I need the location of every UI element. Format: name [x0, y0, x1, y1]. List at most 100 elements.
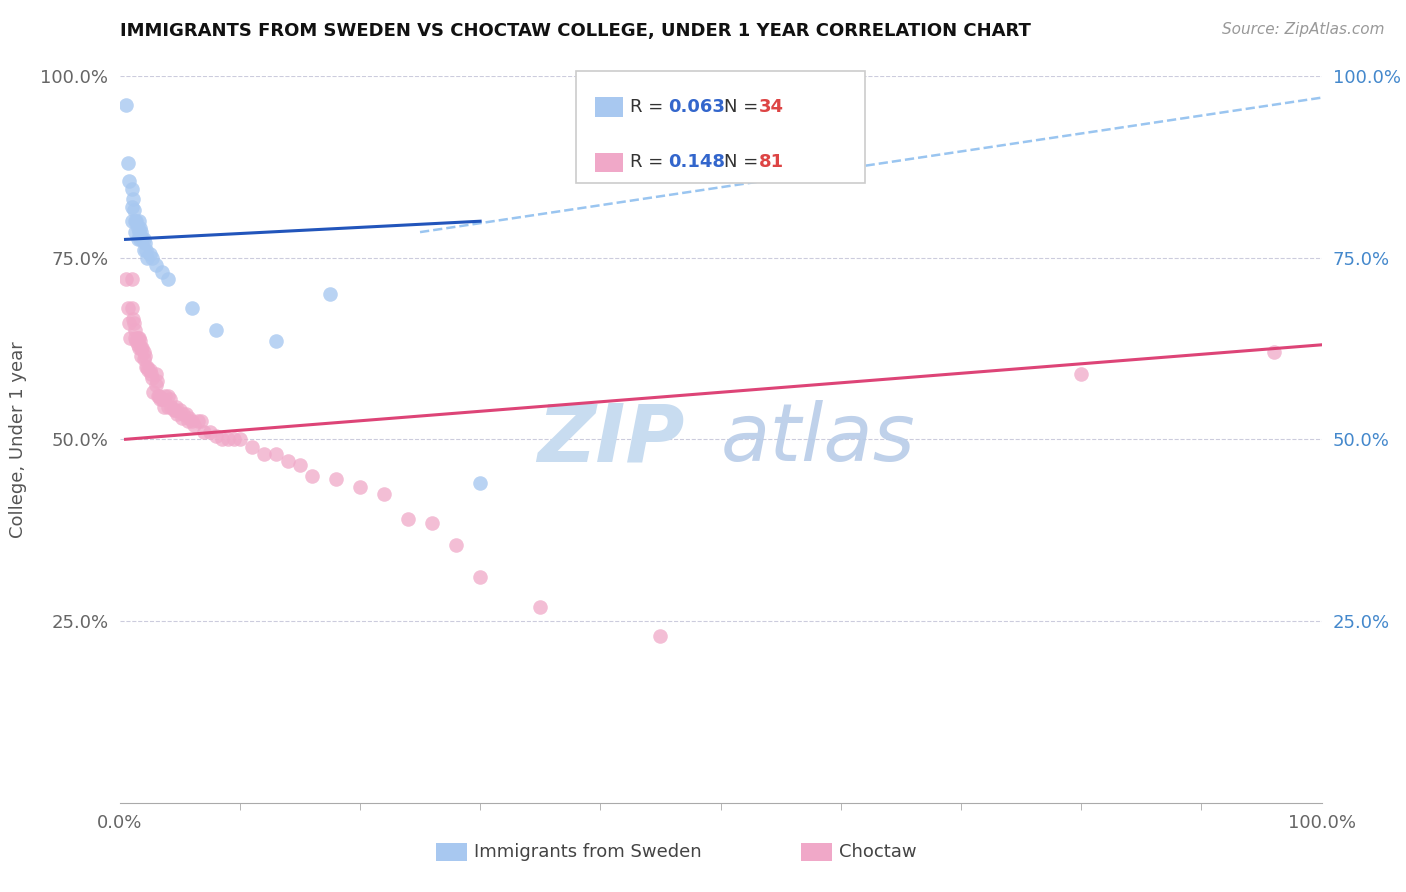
Point: [121, 272, 143, 286]
Point: [132, 345, 155, 359]
Point: [180, 301, 202, 316]
Point: [136, 359, 159, 374]
Point: [240, 440, 263, 454]
Point: [145, 367, 167, 381]
Point: [149, 392, 172, 407]
Point: [124, 323, 146, 337]
Text: 0.063: 0.063: [668, 98, 724, 116]
Point: [128, 225, 150, 239]
Point: [650, 629, 672, 643]
Point: [183, 417, 205, 432]
Point: [1263, 345, 1285, 359]
Point: [129, 232, 152, 246]
Point: [187, 414, 209, 428]
Point: [134, 349, 156, 363]
Point: [138, 247, 160, 261]
Point: [160, 400, 183, 414]
Point: [145, 258, 167, 272]
Text: ZIP: ZIP: [537, 401, 685, 478]
Text: Immigrants from Sweden: Immigrants from Sweden: [474, 843, 702, 861]
Point: [349, 479, 371, 493]
Point: [301, 468, 323, 483]
Point: [141, 251, 163, 265]
Text: Choctaw: Choctaw: [839, 843, 917, 861]
Point: [121, 193, 143, 207]
Point: [142, 385, 165, 400]
Point: [162, 403, 184, 417]
Point: [156, 389, 179, 403]
Point: [180, 414, 202, 428]
Point: [120, 330, 142, 344]
Point: [121, 301, 143, 316]
Point: [124, 330, 146, 344]
Point: [135, 244, 157, 258]
Point: [132, 232, 155, 246]
Point: [141, 370, 163, 384]
Point: [138, 363, 160, 377]
Text: 0.148: 0.148: [668, 153, 725, 171]
Point: [129, 334, 152, 348]
Point: [118, 174, 141, 188]
Point: [156, 272, 179, 286]
Point: [124, 214, 146, 228]
Point: [122, 203, 145, 218]
Text: N =: N =: [724, 98, 763, 116]
Point: [177, 414, 200, 428]
Point: [222, 433, 245, 447]
Point: [139, 367, 162, 381]
Point: [135, 359, 157, 374]
Point: [190, 414, 212, 428]
Point: [152, 392, 174, 407]
Point: [277, 454, 299, 468]
Point: [131, 342, 153, 356]
Point: [153, 389, 176, 403]
Point: [114, 98, 136, 112]
Point: [165, 400, 187, 414]
Text: N =: N =: [724, 153, 763, 171]
Point: [117, 301, 139, 316]
Point: [125, 334, 148, 348]
Text: Source: ZipAtlas.com: Source: ZipAtlas.com: [1222, 22, 1385, 37]
Point: [174, 407, 197, 421]
Point: [172, 407, 194, 421]
Point: [325, 472, 347, 486]
Point: [148, 389, 170, 403]
Point: [121, 214, 143, 228]
Point: [121, 181, 143, 195]
Point: [253, 447, 276, 461]
Text: 81: 81: [759, 153, 785, 171]
Point: [156, 400, 179, 414]
Point: [179, 410, 201, 425]
Point: [319, 287, 342, 301]
Point: [145, 377, 167, 392]
Point: [129, 225, 152, 239]
Text: R =: R =: [630, 98, 669, 116]
Point: [193, 425, 215, 439]
Point: [264, 334, 287, 348]
Point: [198, 425, 221, 439]
Point: [136, 251, 159, 265]
Point: [121, 200, 143, 214]
Point: [128, 330, 150, 344]
Point: [118, 316, 141, 330]
Point: [138, 363, 160, 377]
Point: [396, 512, 419, 526]
Point: [129, 349, 152, 363]
Point: [204, 428, 226, 442]
Point: [163, 403, 186, 417]
Point: [1070, 367, 1092, 381]
Point: [468, 570, 492, 584]
Point: [211, 433, 233, 447]
Point: [132, 244, 155, 258]
Text: atlas: atlas: [720, 401, 915, 478]
Point: [127, 221, 149, 235]
Point: [146, 389, 169, 403]
Point: [117, 156, 139, 170]
Point: [264, 447, 287, 461]
Point: [122, 316, 145, 330]
Point: [153, 400, 176, 414]
Text: R =: R =: [630, 153, 669, 171]
Point: [124, 225, 146, 239]
Point: [128, 342, 150, 356]
Point: [159, 392, 181, 407]
